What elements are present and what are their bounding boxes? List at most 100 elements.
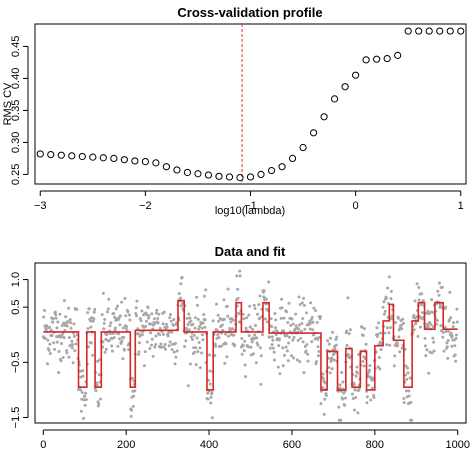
cv-y-axis-label: RMS CV	[2, 82, 14, 125]
data-point	[133, 389, 137, 393]
data-point	[208, 382, 212, 386]
data-point	[278, 337, 282, 341]
data-point	[449, 316, 453, 320]
data-point	[294, 324, 298, 328]
data-point	[173, 341, 177, 345]
data-point	[98, 397, 102, 401]
data-point	[341, 380, 345, 384]
data-point	[148, 347, 152, 351]
data-point	[117, 332, 121, 336]
cv-point	[352, 71, 360, 79]
data-point	[161, 332, 165, 336]
data-point	[301, 317, 305, 321]
data-point	[171, 323, 175, 327]
data-point	[56, 320, 60, 324]
data-point	[165, 325, 169, 329]
data-point	[444, 305, 448, 309]
data-point	[453, 344, 457, 348]
data-point	[347, 332, 351, 336]
data-point	[142, 364, 146, 368]
data-point	[172, 317, 176, 321]
data-point	[267, 280, 271, 284]
data-point	[255, 336, 259, 340]
data-points-group	[41, 269, 459, 422]
cv-point	[246, 173, 255, 181]
data-point	[321, 386, 325, 390]
data-point	[332, 358, 336, 362]
data-point	[52, 347, 56, 351]
cv-point	[204, 171, 213, 179]
data-point	[57, 349, 61, 353]
data-point	[91, 353, 95, 357]
data-point	[279, 316, 283, 320]
data-point	[185, 317, 189, 321]
data-point	[84, 398, 88, 402]
data-point	[55, 340, 59, 344]
data-point	[413, 299, 417, 303]
data-point	[345, 329, 349, 333]
data-point	[272, 350, 276, 354]
data-point	[270, 325, 274, 329]
data-point	[162, 345, 166, 349]
data-point	[385, 343, 389, 347]
data-point	[173, 362, 177, 366]
cv-points-group	[36, 27, 465, 182]
data-point	[220, 323, 224, 327]
fit-y-axis: −1.5 −0.5 0.5 1.0	[10, 272, 29, 429]
data-point	[268, 335, 272, 339]
data-point	[224, 342, 228, 346]
data-point	[339, 418, 343, 422]
data-point	[440, 285, 444, 289]
data-point	[137, 350, 141, 354]
data-point	[189, 335, 193, 339]
data-point	[285, 333, 289, 337]
data-point	[86, 327, 90, 331]
data-point	[166, 334, 170, 338]
cv-point	[446, 27, 454, 35]
data-point	[200, 351, 204, 355]
data-point	[389, 326, 393, 330]
fit-y-tick-label: −1.5	[10, 407, 22, 429]
data-point	[136, 327, 140, 331]
data-point	[121, 326, 125, 330]
data-point	[154, 334, 158, 338]
data-point	[361, 333, 365, 337]
data-point	[340, 370, 344, 374]
data-point	[402, 401, 406, 405]
data-point	[206, 391, 210, 395]
data-point	[452, 321, 456, 325]
data-point	[253, 324, 257, 328]
data-point	[277, 344, 281, 348]
cv-point	[57, 151, 65, 159]
data-point	[317, 350, 321, 354]
data-point	[147, 314, 151, 318]
data-point	[225, 304, 229, 308]
data-point	[425, 311, 429, 315]
data-point	[408, 376, 412, 380]
data-point	[301, 340, 305, 344]
data-point	[125, 324, 129, 328]
data-point	[43, 308, 47, 312]
data-point	[209, 401, 213, 405]
cv-point	[162, 163, 171, 171]
data-point	[89, 319, 93, 323]
data-point	[447, 329, 451, 333]
data-point	[159, 345, 163, 349]
data-point	[310, 315, 314, 319]
data-point	[248, 304, 252, 308]
data-point	[123, 296, 127, 300]
data-point	[345, 344, 349, 348]
data-point	[49, 328, 53, 332]
data-point	[296, 338, 300, 342]
data-point	[401, 321, 405, 325]
data-point	[302, 303, 306, 307]
cv-point	[320, 113, 328, 121]
data-point	[284, 345, 288, 349]
data-point	[65, 324, 69, 328]
data-point	[189, 319, 193, 323]
data-point	[216, 333, 220, 337]
data-point	[280, 297, 284, 301]
data-point	[270, 335, 274, 339]
data-point	[271, 346, 275, 350]
data-point	[378, 367, 382, 371]
